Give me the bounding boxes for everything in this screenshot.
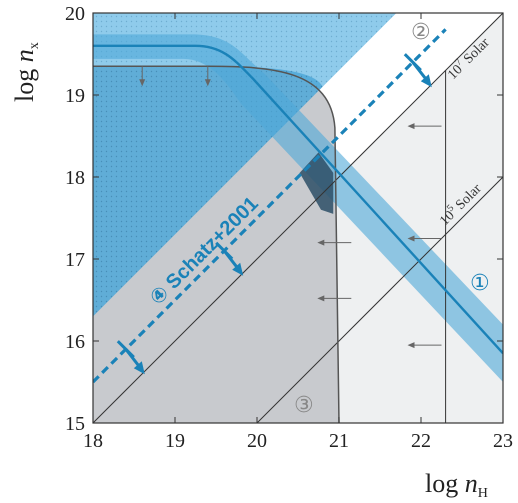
region-2-label: ② bbox=[411, 20, 431, 45]
limit-arrow bbox=[317, 295, 352, 302]
limit-arrow-head bbox=[407, 123, 415, 130]
y-tick-label: 20 bbox=[65, 3, 85, 25]
limit-arrow bbox=[317, 239, 352, 246]
x-axis-label: log nH bbox=[425, 469, 488, 501]
schatz-arrow-head bbox=[232, 262, 244, 276]
y-tick-label: 18 bbox=[65, 167, 85, 189]
limit-arrow-head bbox=[317, 239, 325, 246]
limit-arrow-head bbox=[317, 295, 325, 302]
schatz-arrows bbox=[116, 53, 432, 375]
region-3-label: ③ bbox=[294, 393, 314, 418]
schatz-arrow-shaft bbox=[124, 348, 141, 369]
limit-arrow-head bbox=[407, 235, 415, 242]
schatz-2001-line bbox=[93, 28, 447, 384]
region-1-label: ① bbox=[470, 271, 490, 296]
limit-arrow-head bbox=[407, 342, 415, 349]
schatz-arrow-head bbox=[133, 361, 145, 375]
limit-arrow-head bbox=[139, 79, 146, 87]
limit-arrow-head bbox=[204, 79, 211, 87]
y-tick-labels: 15 16 17 18 19 20 bbox=[65, 3, 85, 435]
y-tick-label: 16 bbox=[65, 331, 85, 353]
limit-arrow bbox=[139, 66, 146, 87]
schatz-arrow-head bbox=[420, 74, 432, 88]
limit-arrow bbox=[407, 235, 442, 242]
region-1-line bbox=[93, 44, 503, 355]
schatz-arrow-shaft bbox=[223, 249, 240, 270]
y-tick-label: 19 bbox=[65, 85, 85, 107]
limit-arrow bbox=[407, 123, 442, 130]
region-3-outline bbox=[93, 65, 340, 423]
y-tick-label: 15 bbox=[65, 413, 85, 435]
y-axis-label: log nx bbox=[10, 42, 42, 102]
solar-1e7-line bbox=[93, 13, 503, 423]
solar-1e5-line bbox=[256, 176, 503, 423]
axis-ticks bbox=[92, 12, 504, 424]
limit-arrows bbox=[139, 66, 442, 349]
x-tick-labels: 18 19 20 21 22 23 bbox=[83, 430, 513, 452]
schatz-arrow bbox=[403, 53, 432, 88]
x-tick-label: 22 bbox=[411, 430, 431, 452]
plot-frame bbox=[92, 12, 504, 424]
x-tick-label: 19 bbox=[165, 430, 185, 452]
x-tick-label: 18 bbox=[83, 430, 103, 452]
limit-arrow bbox=[204, 66, 211, 87]
limit-arrow bbox=[407, 342, 442, 349]
x-tick-label: 20 bbox=[247, 430, 267, 452]
schatz-arrow bbox=[116, 340, 145, 375]
x-tick-label: 23 bbox=[493, 430, 513, 452]
y-tick-label: 17 bbox=[65, 249, 85, 271]
schatz-arrow-shaft bbox=[411, 61, 428, 82]
schatz-arrow bbox=[215, 241, 244, 276]
x-tick-label: 21 bbox=[329, 430, 349, 452]
